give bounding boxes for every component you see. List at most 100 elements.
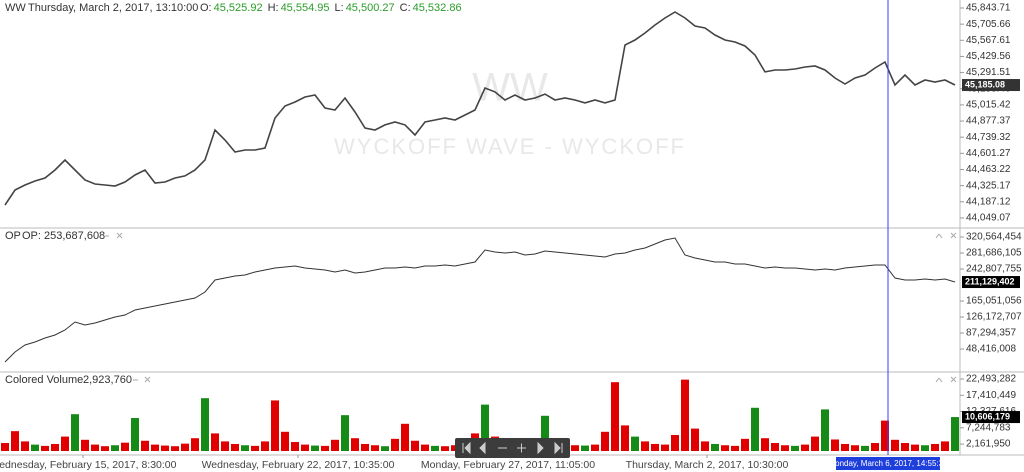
volume-bar bbox=[661, 444, 669, 451]
y-tick-label: 45,015.42 bbox=[966, 100, 1011, 111]
volume-bar bbox=[331, 439, 339, 451]
y-tick-label: 44,877.37 bbox=[966, 116, 1011, 127]
y-tick-label: 44,187.12 bbox=[966, 196, 1011, 207]
volume-bar bbox=[371, 445, 379, 451]
volume-bar bbox=[241, 445, 249, 451]
volume-bar bbox=[101, 446, 109, 451]
crosshair-box bbox=[836, 457, 940, 470]
volume-bar bbox=[251, 445, 259, 451]
volume-bar bbox=[411, 440, 419, 451]
y-tick-label: 45,705.66 bbox=[966, 19, 1011, 30]
volume-bar bbox=[601, 431, 609, 451]
y-tick-label: 2,161,950 bbox=[966, 439, 1011, 450]
pane-controls[interactable] bbox=[104, 232, 957, 239]
y-tick-label: 281,686,105 bbox=[966, 248, 1022, 259]
y-tick-label: 48,416,008 bbox=[966, 344, 1016, 355]
ohlc-name: C: bbox=[400, 2, 411, 14]
volume-bar bbox=[671, 434, 679, 451]
volume-bar bbox=[111, 445, 119, 451]
volume-bar bbox=[841, 443, 849, 451]
volume-bar bbox=[591, 444, 599, 451]
y-tick-label: 44,325.17 bbox=[966, 180, 1011, 191]
ohlc-name: L: bbox=[335, 2, 344, 14]
volume-bar bbox=[71, 414, 79, 451]
volume-bar bbox=[771, 442, 779, 451]
y-tick-label: 45,567.61 bbox=[966, 35, 1011, 46]
volume-bar bbox=[541, 415, 549, 451]
volume-bar bbox=[761, 438, 769, 451]
volume-bar bbox=[151, 444, 159, 451]
watermark-symbol: WW bbox=[472, 66, 548, 110]
volume-bar bbox=[691, 428, 699, 451]
volume-bar bbox=[811, 436, 819, 451]
volume-bar bbox=[341, 415, 349, 451]
ohlc-value: 45,532.86 bbox=[413, 2, 462, 14]
x-tick-label: Monday, February 27, 2017, 11:05:00 bbox=[421, 459, 595, 471]
volume-bar bbox=[291, 442, 299, 451]
volume-bar bbox=[11, 431, 19, 451]
volume-bar bbox=[161, 445, 169, 451]
pane-readout: OP: 253,687,608 bbox=[22, 230, 105, 242]
volume-bar bbox=[91, 444, 99, 451]
volume-bar bbox=[121, 442, 129, 451]
volume-bar bbox=[381, 446, 389, 451]
volume-bar bbox=[821, 409, 829, 451]
y-tick-label: 87,294,357 bbox=[966, 328, 1016, 339]
volume-bar bbox=[21, 441, 29, 451]
y-tick-label: 44,739.32 bbox=[966, 132, 1011, 143]
price-line bbox=[4, 11, 956, 206]
ohlc-value: 45,500.27 bbox=[346, 2, 395, 14]
ohlc-value: 45,554.95 bbox=[281, 2, 330, 14]
pane-title: Colored Volume bbox=[5, 374, 83, 386]
volume-bar bbox=[321, 445, 329, 451]
volume-bar bbox=[311, 445, 319, 451]
volume-bar bbox=[781, 445, 789, 451]
volume-bar bbox=[711, 443, 719, 451]
volume-bar bbox=[201, 398, 209, 451]
volume-bar bbox=[221, 441, 229, 451]
volume-bar bbox=[871, 442, 879, 451]
volume-bar bbox=[621, 425, 629, 451]
volume-bar bbox=[861, 445, 869, 451]
y-tick-label: 44,049.07 bbox=[966, 213, 1011, 224]
volume-bar bbox=[191, 438, 199, 451]
volume-bar bbox=[1, 442, 9, 451]
volume-bar bbox=[141, 440, 149, 451]
volume-bar bbox=[951, 417, 959, 451]
x-tick-label: Thursday, March 2, 2017, 10:30:00 bbox=[626, 459, 789, 471]
volume-bar bbox=[431, 445, 439, 451]
volume-bar bbox=[581, 445, 589, 451]
ohlc-name: O: bbox=[200, 2, 212, 14]
ohlc-legend: O: 45,525.92 H: 45,554.95 L: 45,500.27 C: 45,53… bbox=[200, 2, 462, 14]
volume-bar bbox=[701, 441, 709, 451]
watermark-text: WYCKOFF WAVE - WYCKOFF bbox=[334, 134, 686, 159]
volume-bar bbox=[441, 446, 449, 451]
volume-bar bbox=[731, 445, 739, 451]
volume-bar bbox=[911, 444, 919, 451]
navigation-bar[interactable] bbox=[455, 438, 570, 458]
y-tick-label: 7,244,783 bbox=[966, 422, 1011, 433]
pane-controls[interactable] bbox=[133, 376, 957, 383]
volume-bar bbox=[831, 439, 839, 451]
last-value-label: 211,129,402 bbox=[965, 276, 1015, 286]
y-tick-label: 17,410,449 bbox=[966, 390, 1016, 401]
volume-bar bbox=[751, 407, 759, 451]
volume-bar bbox=[401, 423, 409, 451]
volume-bar bbox=[421, 444, 429, 451]
volume-bar bbox=[891, 439, 899, 451]
volume-bar bbox=[171, 446, 179, 451]
ohlc-value: 45,525.92 bbox=[214, 2, 263, 14]
price-line bbox=[4, 237, 956, 363]
volume-bar bbox=[281, 431, 289, 451]
y-tick-label: 45,429.56 bbox=[966, 51, 1011, 62]
x-tick-label: Wednesday, February 15, 2017, 8:30:00 bbox=[0, 459, 177, 471]
volume-bar bbox=[721, 445, 729, 451]
volume-bar bbox=[211, 433, 219, 451]
volume-bar bbox=[361, 443, 369, 451]
last-value-box bbox=[962, 79, 1020, 92]
volume-bar bbox=[881, 420, 889, 451]
volume-bar bbox=[131, 418, 139, 451]
y-tick-label: 165,051,056 bbox=[966, 296, 1022, 307]
